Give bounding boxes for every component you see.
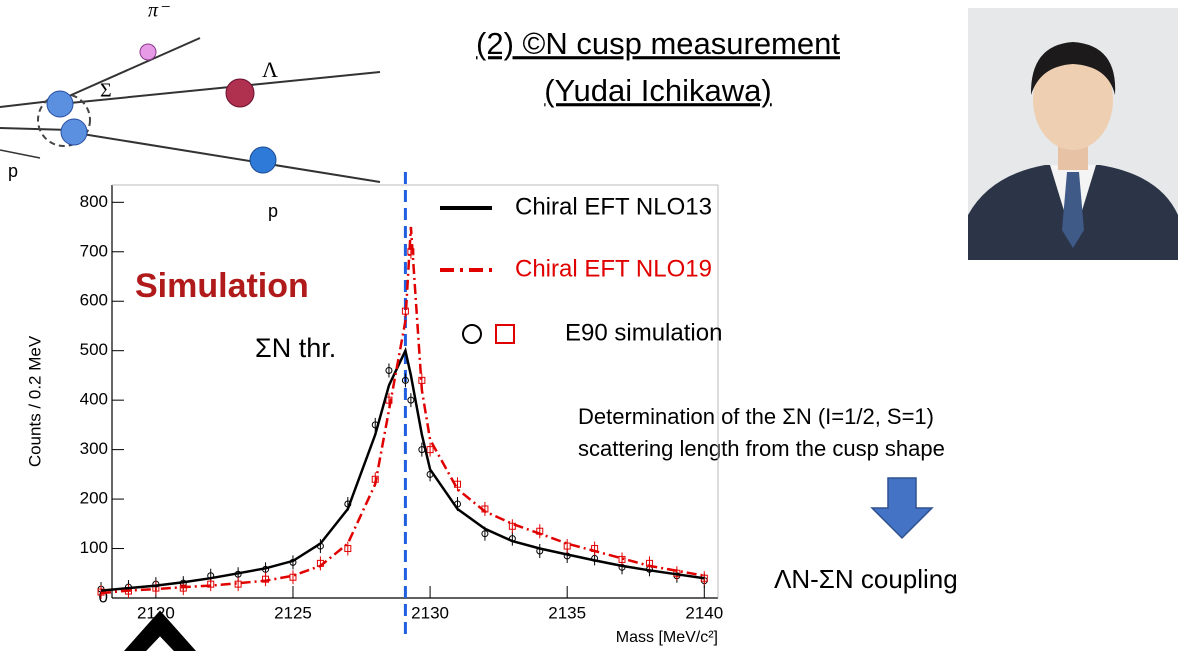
y-tick-label: 0 [99, 587, 108, 606]
portrait-photo [968, 8, 1178, 260]
x-tick-label: 2125 [274, 603, 312, 622]
particle-label: p [268, 201, 278, 221]
legend-label: E90 simulation [565, 319, 722, 346]
legend-marker [495, 324, 515, 344]
data-point [418, 376, 426, 384]
legend-marker [462, 324, 482, 344]
data-point [481, 530, 489, 538]
data-point [563, 542, 571, 550]
data-point [385, 366, 393, 374]
y-tick-label: 100 [80, 538, 108, 557]
up-arrow [123, 610, 197, 651]
track [0, 149, 41, 159]
note: Determination of the ΣN (I=1/2, S=1) [578, 404, 934, 429]
particle [60, 118, 88, 146]
down-arrow [870, 477, 934, 540]
data-point [508, 522, 516, 530]
data-point [407, 396, 415, 404]
slide-title: (2) ©N cusp measurement [476, 26, 840, 61]
particle [46, 90, 74, 118]
x-tick-label: 2135 [548, 603, 586, 622]
face [1033, 50, 1113, 150]
data-point [426, 446, 434, 454]
particle-label: π⁻ [148, 0, 170, 22]
y-tick-label: 300 [80, 439, 108, 458]
threshold-label: ΣN thr. [255, 333, 336, 363]
track [59, 37, 201, 101]
particle [225, 78, 255, 108]
particle-label: p [8, 161, 18, 181]
data-point [344, 545, 352, 553]
particle-label: Σ [100, 80, 112, 102]
slide-subtitle: (Yudai Ichikawa) [544, 73, 771, 108]
data-point [407, 248, 415, 256]
hair [1030, 42, 1116, 95]
y-tick-label: 200 [80, 489, 108, 508]
particle-label: Λ [262, 57, 278, 82]
data-point [401, 376, 409, 384]
y-tick-label: 800 [80, 192, 108, 211]
simulation-label: Simulation [135, 267, 309, 305]
legend-label: Chiral EFT NLO13 [515, 193, 712, 220]
x-tick-label: 2140 [685, 603, 723, 622]
y-tick-label: 500 [80, 340, 108, 359]
track [59, 71, 381, 105]
data-point [618, 555, 626, 563]
y-tick-label: 600 [80, 291, 108, 310]
series-line [100, 226, 705, 595]
particle [139, 43, 157, 61]
note: scattering length from the cusp shape [578, 436, 945, 461]
coupling-label: ΛN-ΣN coupling [774, 564, 958, 594]
track [69, 131, 381, 183]
track [0, 127, 71, 131]
series-line [100, 346, 705, 592]
decay-diagram: π⁻ Σ Λ p p [0, 0, 381, 221]
y-tick-label: 400 [80, 390, 108, 409]
y-axis-label: Counts / 0.2 MeV [25, 335, 44, 467]
x-axis-label: Mass [MeV/c²] [616, 629, 718, 646]
y-tick-label: 700 [80, 241, 108, 260]
particle [249, 146, 277, 174]
data-point [207, 580, 215, 588]
tie [1062, 172, 1084, 248]
legend-label: Chiral EFT NLO19 [515, 255, 712, 282]
x-tick-label: 2130 [411, 603, 449, 622]
